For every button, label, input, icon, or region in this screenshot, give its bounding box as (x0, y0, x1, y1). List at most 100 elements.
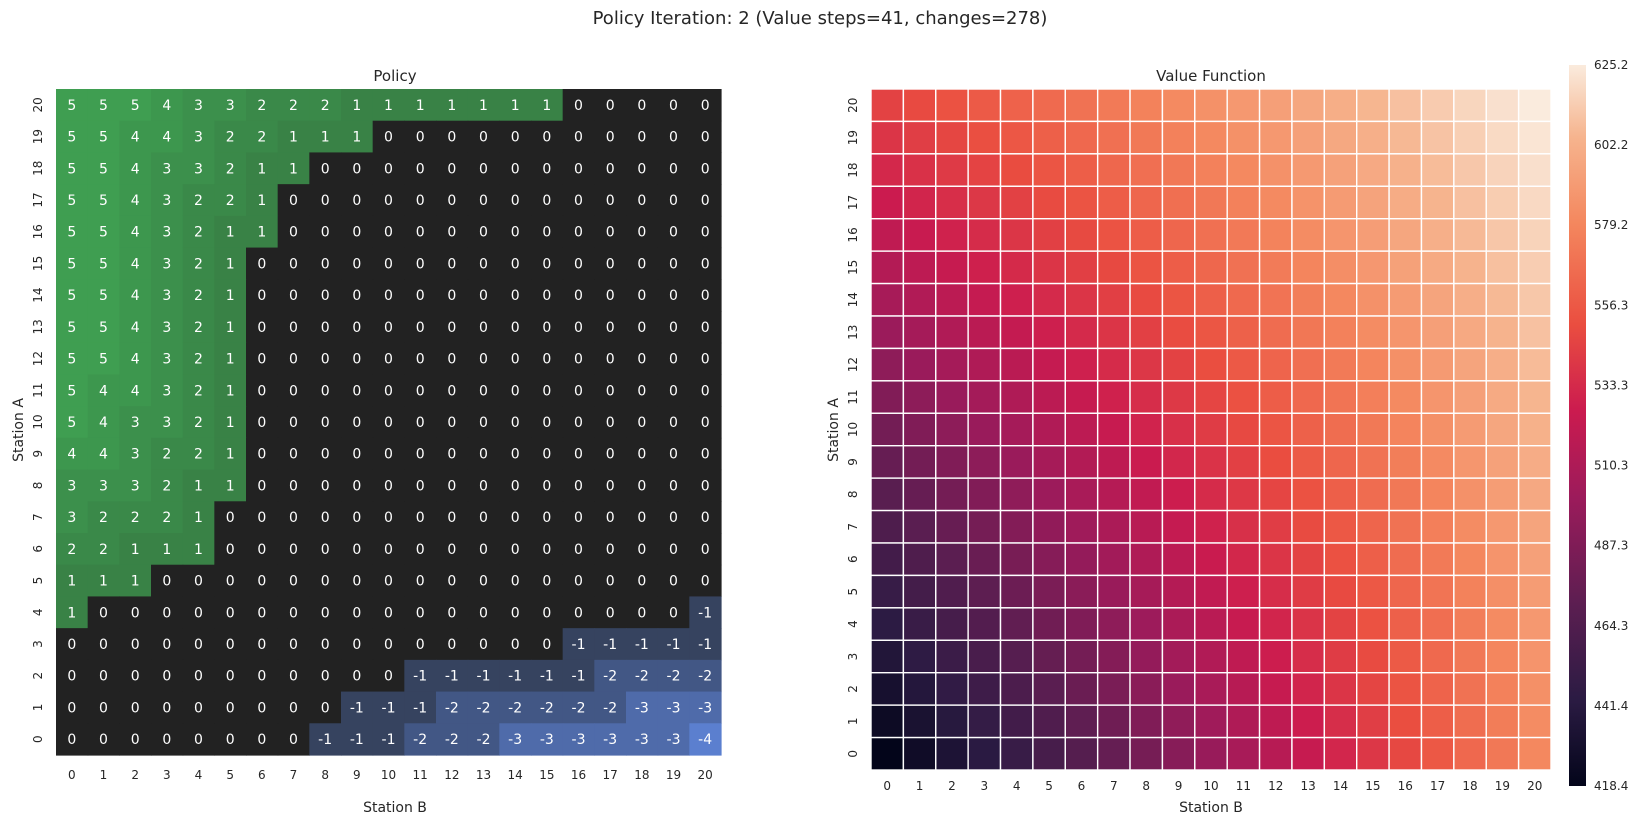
policy-cell-label: 0 (606, 320, 615, 336)
policy-cell (277, 501, 310, 534)
policy-cell (467, 247, 500, 280)
policy-cell-label: 0 (511, 415, 520, 431)
value-cell (1291, 704, 1326, 739)
policy-cell (594, 533, 627, 566)
policy-cell (657, 659, 690, 693)
value-cell (1517, 574, 1552, 609)
value-cell (902, 185, 937, 220)
policy-cell (309, 215, 342, 249)
policy-cell-label: 0 (606, 605, 615, 621)
policy-cell (87, 564, 120, 598)
policy-cell (404, 247, 437, 280)
policy-cell-label: 0 (289, 669, 298, 685)
value-cell (1323, 282, 1358, 317)
policy-cell (626, 279, 659, 312)
value-cell (1356, 88, 1390, 123)
policy-cell-label: -2 (540, 700, 554, 716)
policy-cell-label: 0 (574, 510, 583, 526)
policy-cell (467, 89, 500, 122)
policy-cell (562, 342, 595, 376)
value-cell (999, 218, 1034, 252)
policy-cell-label: 0 (637, 542, 646, 558)
policy-cell (404, 564, 437, 598)
value-cell (902, 704, 937, 739)
policy-cell-label: 1 (226, 225, 235, 241)
policy-x-tick-label: 3 (163, 768, 171, 782)
policy-cell-label: 0 (194, 605, 203, 621)
policy-cell (531, 342, 564, 376)
policy-cell-label: 1 (257, 225, 266, 241)
policy-cell (499, 723, 532, 756)
policy-cell (151, 89, 184, 122)
value-cell (1096, 315, 1131, 350)
policy-cell-label: 1 (131, 542, 140, 558)
policy-cell-label: 0 (289, 637, 298, 653)
value-cell (1356, 218, 1390, 252)
policy-cell-label: -1 (603, 637, 617, 653)
policy-cell (56, 406, 89, 439)
policy-x-tick-label: 12 (444, 768, 459, 782)
policy-cell (562, 437, 595, 471)
policy-cell (467, 374, 500, 407)
value-cell (1096, 282, 1131, 317)
value-cell (1096, 153, 1131, 187)
policy-cell (87, 184, 120, 217)
policy-cell-label: 0 (669, 415, 678, 431)
policy-cell-label: 0 (321, 193, 330, 209)
value-cell (1226, 672, 1261, 706)
policy-cell-label: 0 (352, 320, 361, 336)
value-cell (1291, 672, 1326, 706)
policy-cell (404, 628, 437, 661)
value-cell (1129, 347, 1164, 382)
policy-cell-label: -2 (445, 732, 459, 748)
policy-cell-label: 0 (416, 320, 425, 336)
value-cell (967, 315, 1002, 350)
policy-cell-label: -1 (667, 637, 681, 653)
policy-cell (404, 533, 437, 566)
policy-cell-label: 0 (542, 256, 551, 272)
policy-cell-label: 0 (479, 637, 488, 653)
value-cell (1420, 120, 1455, 155)
value-cell (1356, 477, 1390, 512)
value-y-tick-label: 20 (846, 98, 860, 113)
value-cell (999, 250, 1034, 285)
value-cell (935, 315, 969, 350)
policy-cell-label: 0 (194, 669, 203, 685)
policy-cell-label: 0 (321, 383, 330, 399)
policy-cell (594, 89, 627, 122)
policy-cell-label: 0 (257, 637, 266, 653)
policy-cell-label: 5 (67, 288, 76, 304)
policy-cell (277, 215, 310, 249)
policy-cell (499, 501, 532, 534)
policy-cell-label: 0 (131, 669, 140, 685)
policy-cell (151, 374, 184, 407)
value-cell (1064, 574, 1099, 609)
value-cell (1291, 574, 1326, 609)
policy-cell-label: 1 (416, 98, 425, 114)
value-cell (1291, 218, 1326, 252)
policy-y-tick-label: 9 (31, 450, 45, 458)
policy-cell-label: 0 (606, 415, 615, 431)
colorbar-tick-label: 464.3 (1594, 619, 1628, 633)
value-cell (1291, 347, 1326, 382)
value-y-tick-label: 17 (846, 195, 860, 210)
policy-cell (341, 437, 374, 471)
policy-cell (182, 215, 215, 249)
policy-cell-label: 0 (67, 700, 76, 716)
policy-cell-label: 2 (194, 383, 203, 399)
policy-cell-label: 0 (416, 605, 425, 621)
policy-cell-label: 0 (67, 732, 76, 748)
value-cell (1096, 445, 1131, 479)
value-y-tick-label: 8 (846, 491, 860, 499)
policy-cell (341, 406, 374, 439)
policy-cell-label: 1 (479, 98, 488, 114)
policy-cell-label: 0 (669, 193, 678, 209)
policy-cell-label: 0 (606, 352, 615, 368)
policy-cell (341, 691, 374, 724)
policy-cell-label: 4 (99, 415, 108, 431)
policy-cell (246, 279, 279, 312)
policy-cell-label: 2 (194, 225, 203, 241)
policy-x-tick-label: 2 (131, 768, 139, 782)
policy-cell-label: 0 (637, 574, 646, 590)
policy-cell-label: -3 (572, 732, 586, 748)
